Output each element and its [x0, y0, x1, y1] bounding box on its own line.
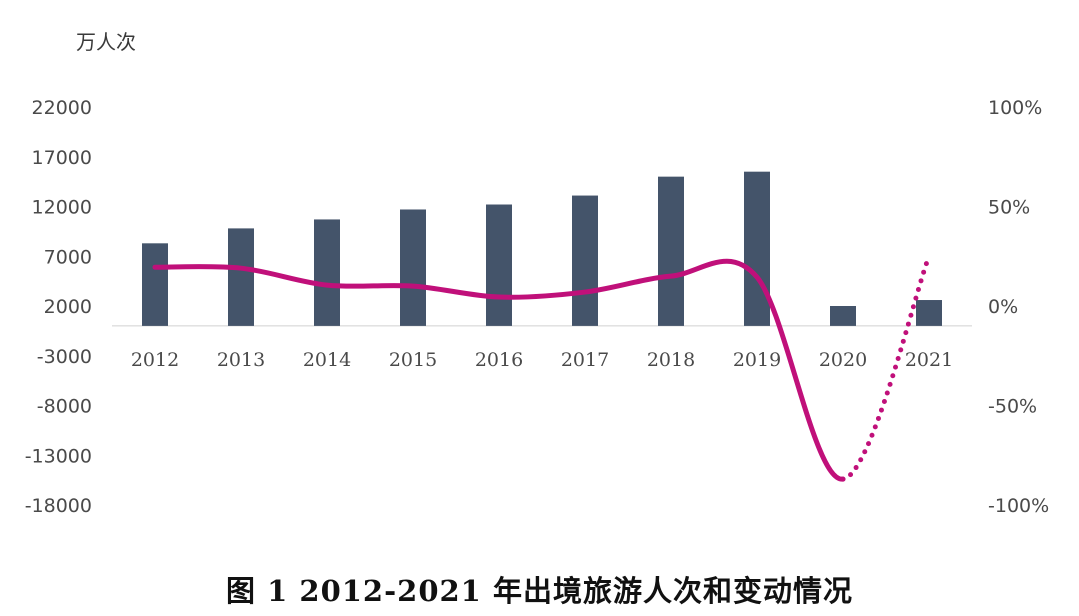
bar-2013 [228, 228, 254, 326]
y-right-tick-label: 100% [988, 97, 1042, 119]
y-axis-unit-label: 万人次 [76, 30, 136, 54]
x-tick-label-2015: 2015 [389, 349, 437, 371]
x-tick-label-2020: 2020 [819, 349, 867, 371]
x-tick-label-2016: 2016 [475, 349, 523, 371]
y-left-tick-label: -3000 [37, 346, 92, 368]
y-left-tick-label: 22000 [32, 97, 92, 119]
line-series-solid [152, 258, 846, 482]
bar-2015 [400, 209, 426, 326]
x-tick-label-2013: 2013 [217, 349, 265, 371]
y-left-tick-label: 12000 [32, 197, 92, 219]
bar-2012 [142, 243, 168, 326]
chart-caption: 图 1 2012-2021 年出境旅游人次和变动情况 [226, 574, 853, 608]
bar-2017 [572, 195, 598, 326]
y-right-tick-label: 0% [988, 296, 1018, 318]
bar-2014 [314, 219, 340, 326]
y-left-tick-label: -8000 [37, 396, 92, 418]
bar-2018 [658, 176, 684, 326]
bar-2020 [830, 306, 856, 326]
y-right-tick-label: -100% [988, 495, 1049, 517]
x-tick-label-2017: 2017 [561, 349, 609, 371]
y-left-tick-label: 7000 [44, 246, 92, 268]
y-right-tick-label: -50% [988, 396, 1037, 418]
y-left-tick-label: -13000 [25, 445, 92, 467]
bar-2016 [486, 204, 512, 326]
y-left-tick-label: -18000 [25, 495, 92, 517]
chart-canvas: 22000 17000 12000 7000 2000 -3000 -8000 -13000 -… [25, 97, 1050, 517]
y-right-tick-label: 50% [988, 197, 1030, 219]
x-tick-label-2014: 2014 [303, 349, 351, 371]
y-left-tick-label: 17000 [32, 147, 92, 169]
bar-2019 [744, 171, 770, 326]
x-tick-label-2021: 2021 [905, 349, 953, 371]
bar-2021 [916, 300, 942, 326]
y-left-tick-label: 2000 [44, 296, 92, 318]
x-tick-label-2018: 2018 [647, 349, 695, 371]
x-tick-label-2019: 2019 [733, 349, 781, 371]
x-tick-label-2012: 2012 [131, 349, 179, 371]
